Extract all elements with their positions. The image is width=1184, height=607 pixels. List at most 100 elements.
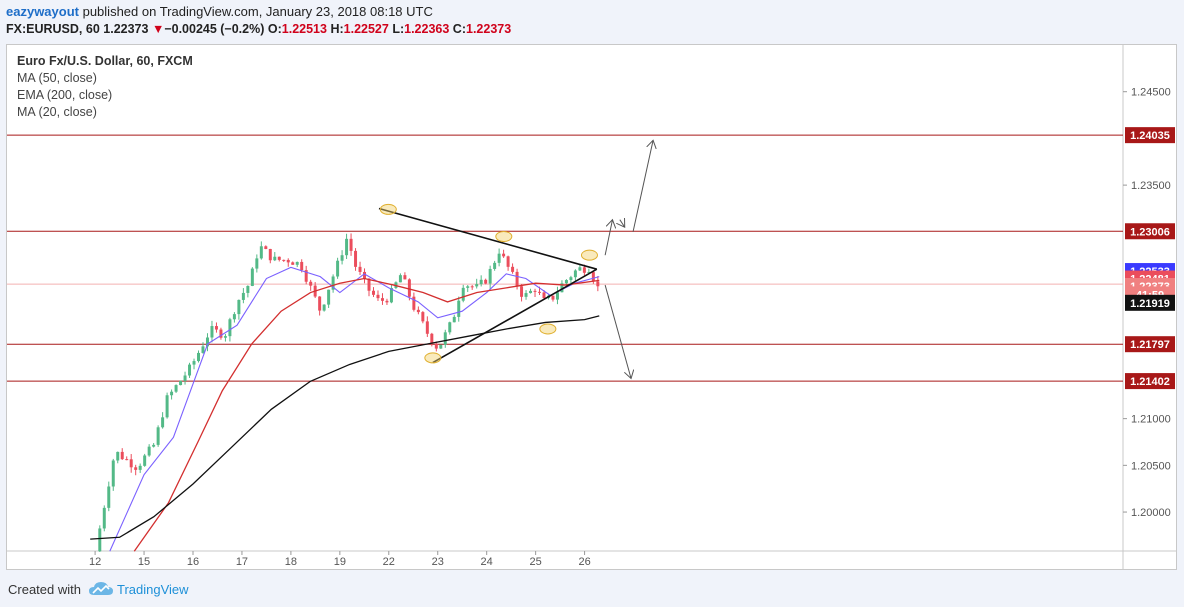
candle-bull: [457, 300, 461, 317]
price-tag-box: [1125, 336, 1175, 353]
candle-bull: [201, 346, 205, 353]
ema200-line[interactable]: [90, 315, 600, 540]
candle-bear: [349, 238, 353, 251]
candle-bull: [452, 316, 456, 323]
legend-ma20[interactable]: MA (20, close): [17, 105, 97, 119]
pivot-highlight[interactable]: [379, 203, 397, 215]
candle-bear: [282, 259, 286, 261]
candle-bull: [107, 486, 111, 508]
pivot-highlight[interactable]: [495, 230, 513, 242]
y-tick-label: 1.21000: [1131, 414, 1171, 426]
candle-bull: [493, 262, 497, 269]
candle-bull: [165, 395, 169, 418]
candle-bull: [192, 361, 196, 365]
candle-bull: [174, 385, 178, 392]
x-tick-label: 25: [530, 556, 542, 568]
candle-bear: [318, 296, 322, 311]
candle-bull: [143, 455, 147, 466]
y-tick-label: 1.20500: [1131, 460, 1171, 472]
candle-bear: [214, 326, 218, 330]
price-tag-label: 1.21797: [1130, 339, 1170, 351]
candle-bull: [183, 375, 187, 381]
plot-background: [7, 45, 1123, 551]
close-value: 1.22373: [466, 22, 512, 36]
x-tick-label: 26: [578, 556, 590, 568]
legend-ema200[interactable]: EMA (200, close): [17, 88, 113, 102]
candle-bear: [502, 253, 506, 257]
price-change: −0.00245 (−0.2%): [164, 22, 265, 36]
candle-bull: [569, 277, 573, 281]
triangle-trendline[interactable]: [432, 268, 598, 364]
candle-bear: [520, 286, 524, 297]
candle-bull: [475, 284, 479, 287]
legend-title: Euro Fx/U.S. Dollar, 60, FXCM: [17, 54, 193, 68]
candle-bull: [228, 319, 232, 337]
candle-bear: [264, 246, 268, 249]
price-chart[interactable]: 12 15 16 17 18 19 22 23 24 25 26 1.24500 1.23500 1.21…: [7, 45, 1176, 569]
candle-bull: [345, 238, 349, 256]
candle-bear: [376, 294, 380, 299]
candle-bear: [354, 250, 358, 267]
price-tag-box: [1125, 223, 1175, 240]
tradingview-link[interactable]: TradingView: [117, 582, 189, 597]
candle-bull: [578, 267, 582, 271]
pivot-highlight[interactable]: [539, 323, 557, 335]
candle-bear: [129, 459, 133, 468]
candle-bear: [582, 267, 586, 273]
high-label: H:: [330, 22, 344, 36]
x-tick-label: 22: [383, 556, 395, 568]
candle-bear: [533, 290, 537, 292]
candle-bull: [156, 427, 160, 445]
y-tick-label: 1.23500: [1131, 180, 1171, 192]
candle-bear: [268, 248, 272, 261]
candle-bear: [367, 278, 371, 291]
projection-arrow[interactable]: [604, 220, 612, 256]
candle-bear: [470, 286, 474, 288]
candle-bull: [331, 276, 335, 290]
candle-bull: [98, 528, 102, 552]
candle-bear: [596, 281, 600, 287]
candle-bull: [188, 364, 192, 376]
candle-bear: [286, 259, 290, 263]
chart-area[interactable]: 12 15 16 17 18 19 22 23 24 25 26 1.24500 1.23500 1.21…: [6, 44, 1177, 570]
pivot-highlight[interactable]: [580, 249, 598, 261]
x-tick-label: 16: [187, 556, 199, 568]
candle-bull: [488, 268, 492, 284]
candle-bear: [538, 291, 541, 293]
candle-bear: [542, 292, 546, 299]
projection-arrow[interactable]: [632, 140, 653, 232]
candle-bear: [551, 295, 555, 300]
x-tick-label: 19: [334, 556, 346, 568]
candle-bull: [336, 260, 340, 277]
candle-bull: [259, 246, 263, 259]
candle-bull: [340, 255, 344, 261]
price-tag-label: 1.21402: [1130, 376, 1170, 388]
candle-bull: [111, 460, 115, 487]
x-tick-label: 12: [89, 556, 101, 568]
pivot-highlight[interactable]: [424, 352, 442, 364]
projection-arrow[interactable]: [620, 220, 625, 227]
triangle-trendline[interactable]: [378, 207, 598, 270]
ohlc-line: FX:EURUSD, 60 1.22373 ▼−0.00245 (−0.2%) …: [6, 22, 511, 36]
candle-bear: [363, 271, 367, 279]
projection-arrow[interactable]: [604, 284, 631, 378]
candle-bear: [416, 309, 420, 313]
candle-bull: [295, 261, 299, 265]
candle-bull: [560, 283, 564, 293]
candle-bull: [241, 292, 245, 300]
candle-bear: [412, 296, 416, 310]
footer: Created with TradingView: [0, 574, 1184, 607]
x-tick-label: 18: [285, 556, 297, 568]
price-tag-box: [1125, 127, 1175, 144]
ma50-line[interactable]: [133, 277, 600, 552]
author-link[interactable]: eazywayout: [6, 4, 79, 19]
candle-bull: [389, 287, 393, 303]
candle-bull: [461, 287, 465, 301]
legend-ma50[interactable]: MA (50, close): [17, 71, 97, 85]
candle-bull: [205, 337, 209, 347]
price-tag-label: 1.23006: [1130, 226, 1170, 238]
candle-bear: [511, 266, 515, 272]
candle-bear: [421, 312, 425, 322]
candle-bull: [102, 507, 106, 529]
candle-bull: [273, 256, 277, 261]
